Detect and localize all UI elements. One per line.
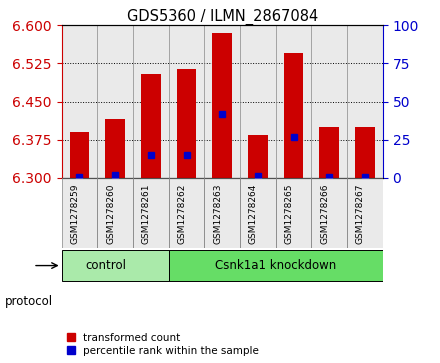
- Text: GSM1278261: GSM1278261: [142, 183, 151, 244]
- Bar: [169, 178, 204, 248]
- Bar: [347, 25, 383, 178]
- Text: protocol: protocol: [4, 295, 52, 308]
- Bar: [248, 135, 268, 178]
- Text: GSM1278266: GSM1278266: [320, 183, 329, 244]
- Bar: [240, 178, 276, 248]
- Bar: [177, 69, 196, 178]
- Bar: [276, 25, 312, 178]
- Bar: [97, 178, 133, 248]
- Text: GSM1278264: GSM1278264: [249, 183, 258, 244]
- Bar: [169, 25, 204, 178]
- Bar: [213, 33, 232, 178]
- Text: control: control: [86, 259, 127, 272]
- Bar: [312, 178, 347, 248]
- Bar: [276, 178, 312, 248]
- Text: Csnk1a1 knockdown: Csnk1a1 knockdown: [215, 259, 336, 272]
- Bar: [105, 119, 125, 178]
- Bar: [347, 178, 383, 248]
- Bar: [204, 25, 240, 178]
- Bar: [355, 127, 375, 178]
- Text: GSM1278259: GSM1278259: [70, 183, 80, 244]
- Bar: [169, 250, 383, 281]
- Bar: [62, 250, 169, 281]
- Bar: [70, 132, 89, 178]
- Bar: [312, 25, 347, 178]
- Bar: [240, 25, 276, 178]
- Text: GSM1278260: GSM1278260: [106, 183, 115, 244]
- Bar: [133, 178, 169, 248]
- Text: GSM1278267: GSM1278267: [356, 183, 365, 244]
- Legend: transformed count, percentile rank within the sample: transformed count, percentile rank withi…: [67, 333, 259, 356]
- Bar: [284, 53, 304, 178]
- Bar: [141, 74, 161, 178]
- Bar: [319, 127, 339, 178]
- Text: GSM1278263: GSM1278263: [213, 183, 222, 244]
- Text: GSM1278265: GSM1278265: [285, 183, 293, 244]
- Bar: [62, 25, 97, 178]
- Text: GSM1278262: GSM1278262: [177, 183, 187, 244]
- Bar: [97, 25, 133, 178]
- Bar: [204, 178, 240, 248]
- Title: GDS5360 / ILMN_2867084: GDS5360 / ILMN_2867084: [127, 9, 318, 25]
- Bar: [62, 178, 97, 248]
- Bar: [133, 25, 169, 178]
